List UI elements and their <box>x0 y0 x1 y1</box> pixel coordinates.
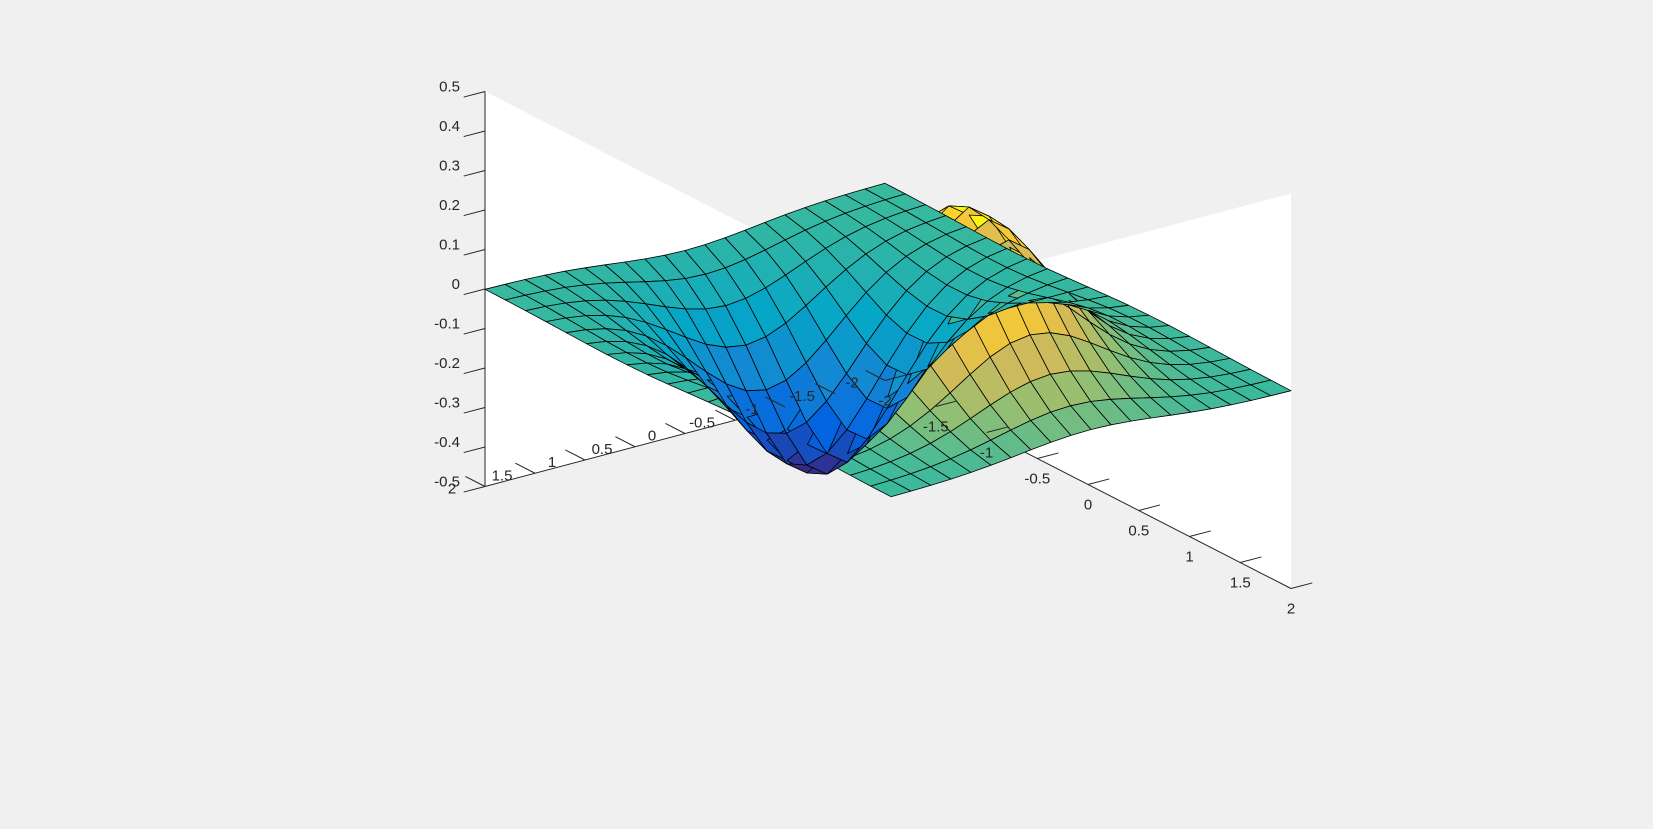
y-tick-mark <box>465 476 486 487</box>
x-tick-mark <box>884 374 907 381</box>
z-tick-mark <box>463 170 486 177</box>
z-tick-label: 0.5 <box>439 79 460 96</box>
z-tick-label: -0.4 <box>434 434 460 451</box>
y-tick-label: 1.5 <box>492 467 513 484</box>
x-tick-label: 1 <box>1185 549 1193 566</box>
y-tick-label: 1 <box>548 454 556 471</box>
z-tick-mark <box>463 91 486 98</box>
z-tick-label: -0.3 <box>434 395 460 412</box>
z-tick-label: 0.4 <box>439 118 460 135</box>
y-tick-label: 0 <box>648 428 656 445</box>
y-tick-label: -0.5 <box>689 414 715 431</box>
y-tick-mark <box>515 462 536 474</box>
x-tick-mark <box>1290 582 1313 589</box>
y-tick-mark <box>865 370 886 381</box>
y-tick-mark <box>815 383 836 395</box>
z-tick-mark <box>463 367 486 375</box>
y-tick-mark <box>665 423 686 434</box>
y-tick-label: -2 <box>845 375 858 392</box>
x-tick-label: 0.5 <box>1128 523 1149 540</box>
z-tick-mark <box>463 328 486 335</box>
y-tick-label: 0.5 <box>592 441 613 458</box>
x-tick-mark <box>1087 478 1110 485</box>
z-tick-mark <box>463 407 486 414</box>
axis-ticks: -2 -1.5 -1 -0.5 0 0.5 1 1.5 2 -2 -1.5 -1 -0.5 0 0.5 1 1.… <box>434 79 1313 618</box>
y-tick-mark <box>615 436 636 448</box>
z-tick-label: 0.3 <box>439 158 460 175</box>
y-tick-label: -1 <box>745 401 758 418</box>
x-tick-label: -0.5 <box>1024 471 1050 488</box>
y-tick-mark <box>715 409 736 421</box>
z-tick-mark <box>463 446 486 454</box>
x-tick-label: -2 <box>878 393 891 410</box>
x-tick-mark <box>1037 452 1059 459</box>
x-tick-label: 2 <box>1287 601 1295 618</box>
y-tick-mark <box>565 449 586 461</box>
x-tick-label: -1 <box>980 445 993 462</box>
x-tick-label: -1.5 <box>923 419 949 436</box>
x-tick-mark <box>935 400 958 407</box>
z-tick-label: -0.5 <box>434 474 460 491</box>
z-tick-label: 0.2 <box>439 197 460 214</box>
surface-face <box>1250 379 1292 397</box>
z-tick-label: -0.1 <box>434 316 460 333</box>
x-tick-mark <box>1240 556 1262 563</box>
x-tick-label: 1.5 <box>1230 575 1251 592</box>
z-tick-mark <box>463 249 486 256</box>
z-tick-label: 0.1 <box>439 237 460 254</box>
z-tick-mark <box>463 209 486 217</box>
y-tick-label: -1.5 <box>789 388 815 405</box>
x-tick-mark <box>1189 530 1211 537</box>
x-tick-label: 0 <box>1084 497 1092 514</box>
z-tick-label: -0.2 <box>434 355 460 372</box>
y-tick-label: 2 <box>448 481 456 498</box>
y-tick-mark <box>765 396 786 408</box>
z-tick-mark <box>463 288 486 296</box>
x-tick-mark <box>1138 504 1161 511</box>
z-tick-mark <box>463 486 486 493</box>
x-tick-mark <box>986 426 1008 433</box>
surface-mesh <box>484 182 1292 498</box>
z-tick-label: 0 <box>452 276 460 293</box>
z-tick-mark <box>463 130 486 138</box>
